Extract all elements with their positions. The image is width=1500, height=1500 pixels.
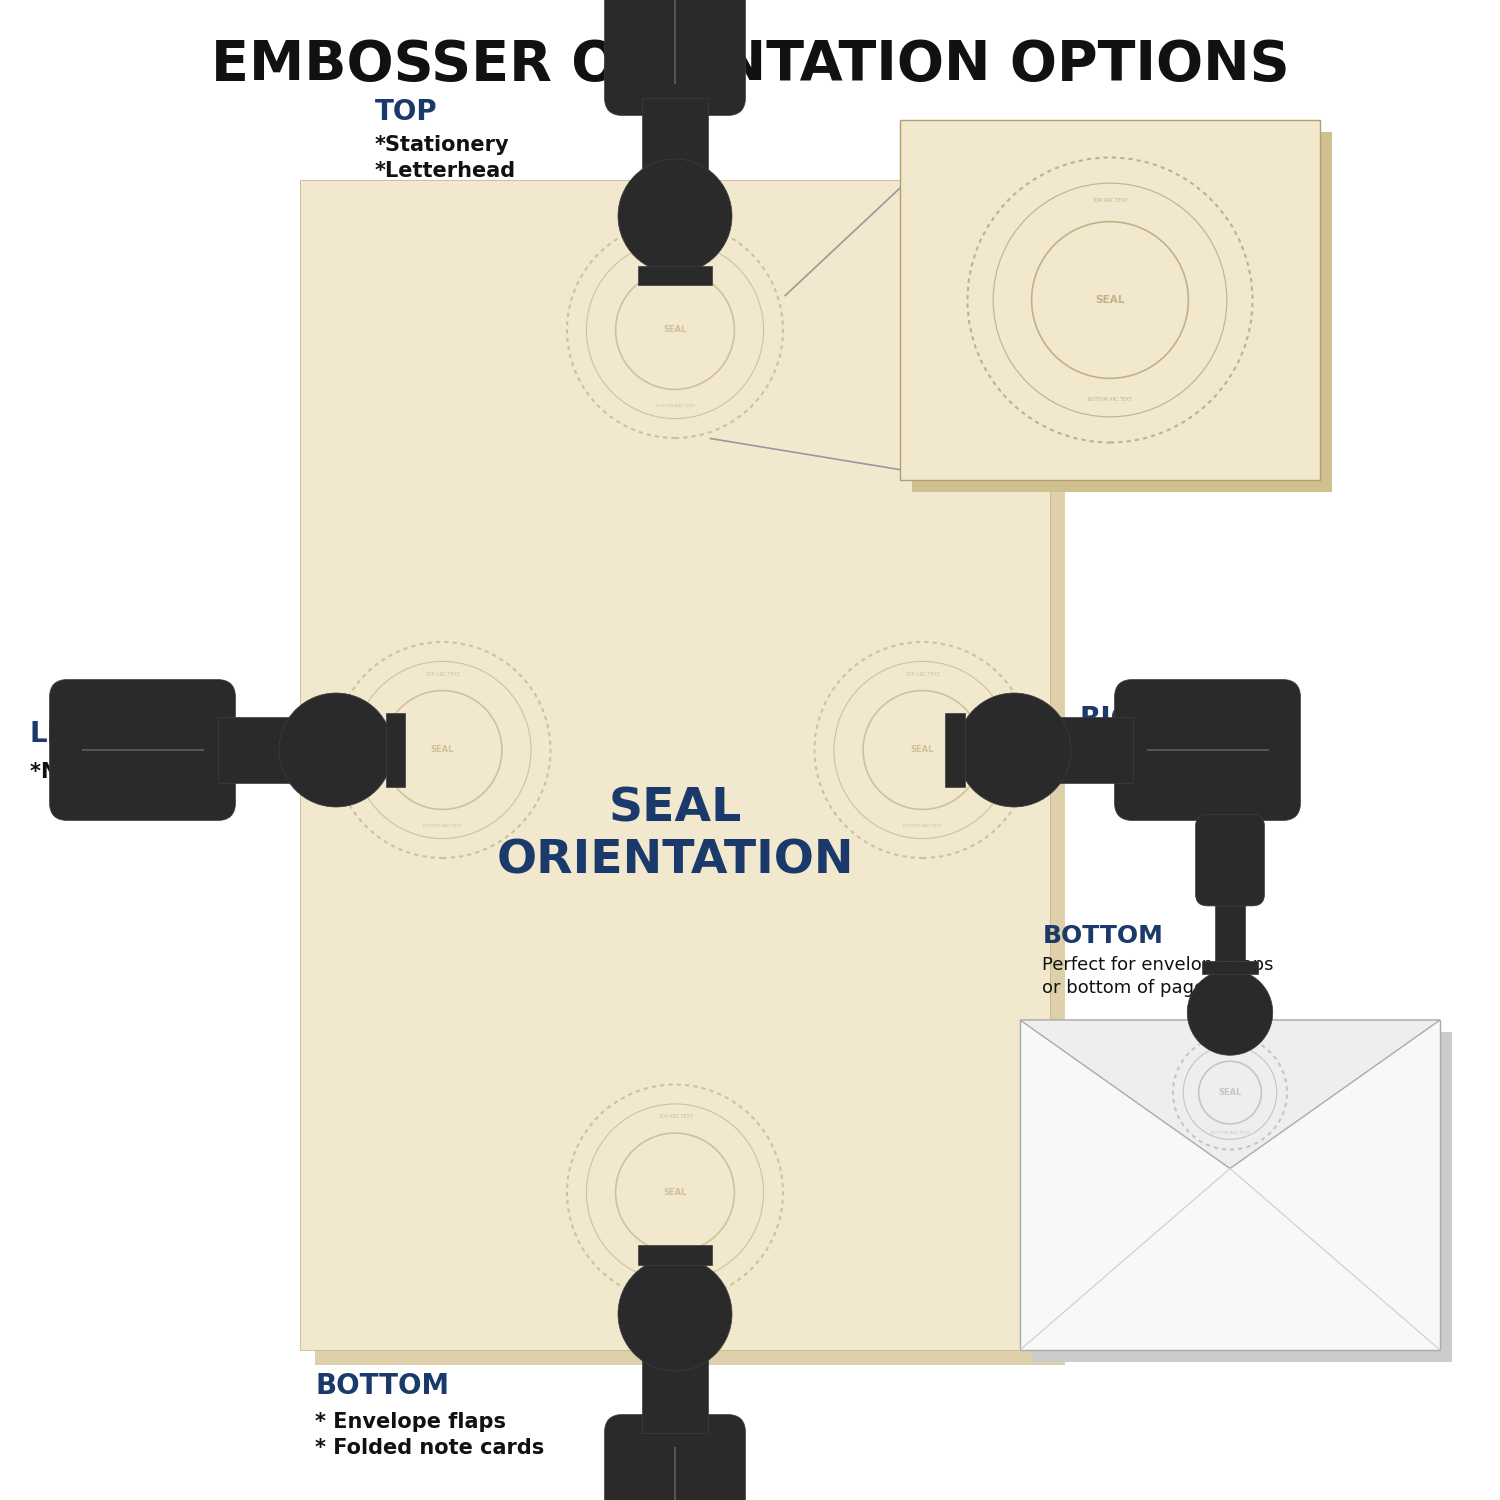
Bar [217,717,308,783]
Text: SEAL: SEAL [430,746,454,754]
Text: * Envelope flaps
* Folded note cards: * Envelope flaps * Folded note cards [315,1412,544,1458]
Bar [315,195,1065,1365]
FancyBboxPatch shape [1196,815,1264,906]
Text: TOP ARC TEXT: TOP ARC TEXT [1212,1050,1248,1054]
Text: BOTTOM: BOTTOM [315,1372,448,1401]
Text: BOTTOM ARC TEXT: BOTTOM ARC TEXT [423,824,462,828]
Text: LEFT: LEFT [30,720,104,748]
FancyBboxPatch shape [50,680,236,820]
Circle shape [618,1257,732,1371]
Text: BOTTOM ARC TEXT: BOTTOM ARC TEXT [1210,1131,1249,1134]
Bar [642,1342,708,1432]
Bar [1202,962,1258,975]
Circle shape [957,693,1071,807]
Bar [638,1245,712,1264]
Text: *Stationery
*Letterhead: *Stationery *Letterhead [375,135,516,182]
Text: TOP ARC TEXT: TOP ARC TEXT [657,1114,693,1119]
Bar [912,132,1332,492]
Bar [1215,894,1245,962]
Bar [638,266,712,285]
FancyBboxPatch shape [1114,680,1300,820]
Text: SEAL: SEAL [1095,296,1125,304]
Text: BOTTOM ARC TEXT: BOTTOM ARC TEXT [903,824,942,828]
Text: *Not Common: *Not Common [30,762,192,782]
Text: * Book page: * Book page [1080,747,1222,766]
Polygon shape [1020,1020,1440,1168]
Text: BOTTOM ARC TEXT: BOTTOM ARC TEXT [1088,398,1131,402]
FancyBboxPatch shape [604,0,746,116]
Text: Perfect for envelope flaps
or bottom of page seals: Perfect for envelope flaps or bottom of … [1042,956,1274,998]
Bar [945,712,964,788]
Bar [900,120,1320,480]
Text: BOTTOM: BOTTOM [1042,924,1164,948]
Text: SEAL
ORIENTATION: SEAL ORIENTATION [496,786,853,883]
Circle shape [1188,970,1272,1056]
Bar [386,712,405,788]
Text: EMBOSSER ORIENTATION OPTIONS: EMBOSSER ORIENTATION OPTIONS [210,38,1290,92]
Bar [1020,1020,1440,1350]
Bar [1032,1032,1452,1362]
Circle shape [618,159,732,273]
Bar [642,98,708,188]
Text: SEAL: SEAL [663,1188,687,1197]
Text: BOTTOM ARC TEXT: BOTTOM ARC TEXT [656,1266,694,1270]
Bar [1042,717,1132,783]
Text: TOP ARC TEXT: TOP ARC TEXT [424,672,460,676]
Text: TOP ARC TEXT: TOP ARC TEXT [657,252,693,257]
Text: TOP: TOP [375,98,438,126]
FancyBboxPatch shape [604,1414,746,1500]
Text: TOP ARC TEXT: TOP ARC TEXT [904,672,940,676]
Bar [300,180,1050,1350]
Text: SEAL: SEAL [1218,1088,1242,1096]
Text: BOTTOM ARC TEXT: BOTTOM ARC TEXT [656,404,694,408]
Text: RIGHT: RIGHT [1080,705,1176,734]
Circle shape [279,693,393,807]
Text: TOP ARC TEXT: TOP ARC TEXT [1092,198,1128,202]
Text: SEAL: SEAL [910,746,934,754]
Text: SEAL: SEAL [663,326,687,334]
